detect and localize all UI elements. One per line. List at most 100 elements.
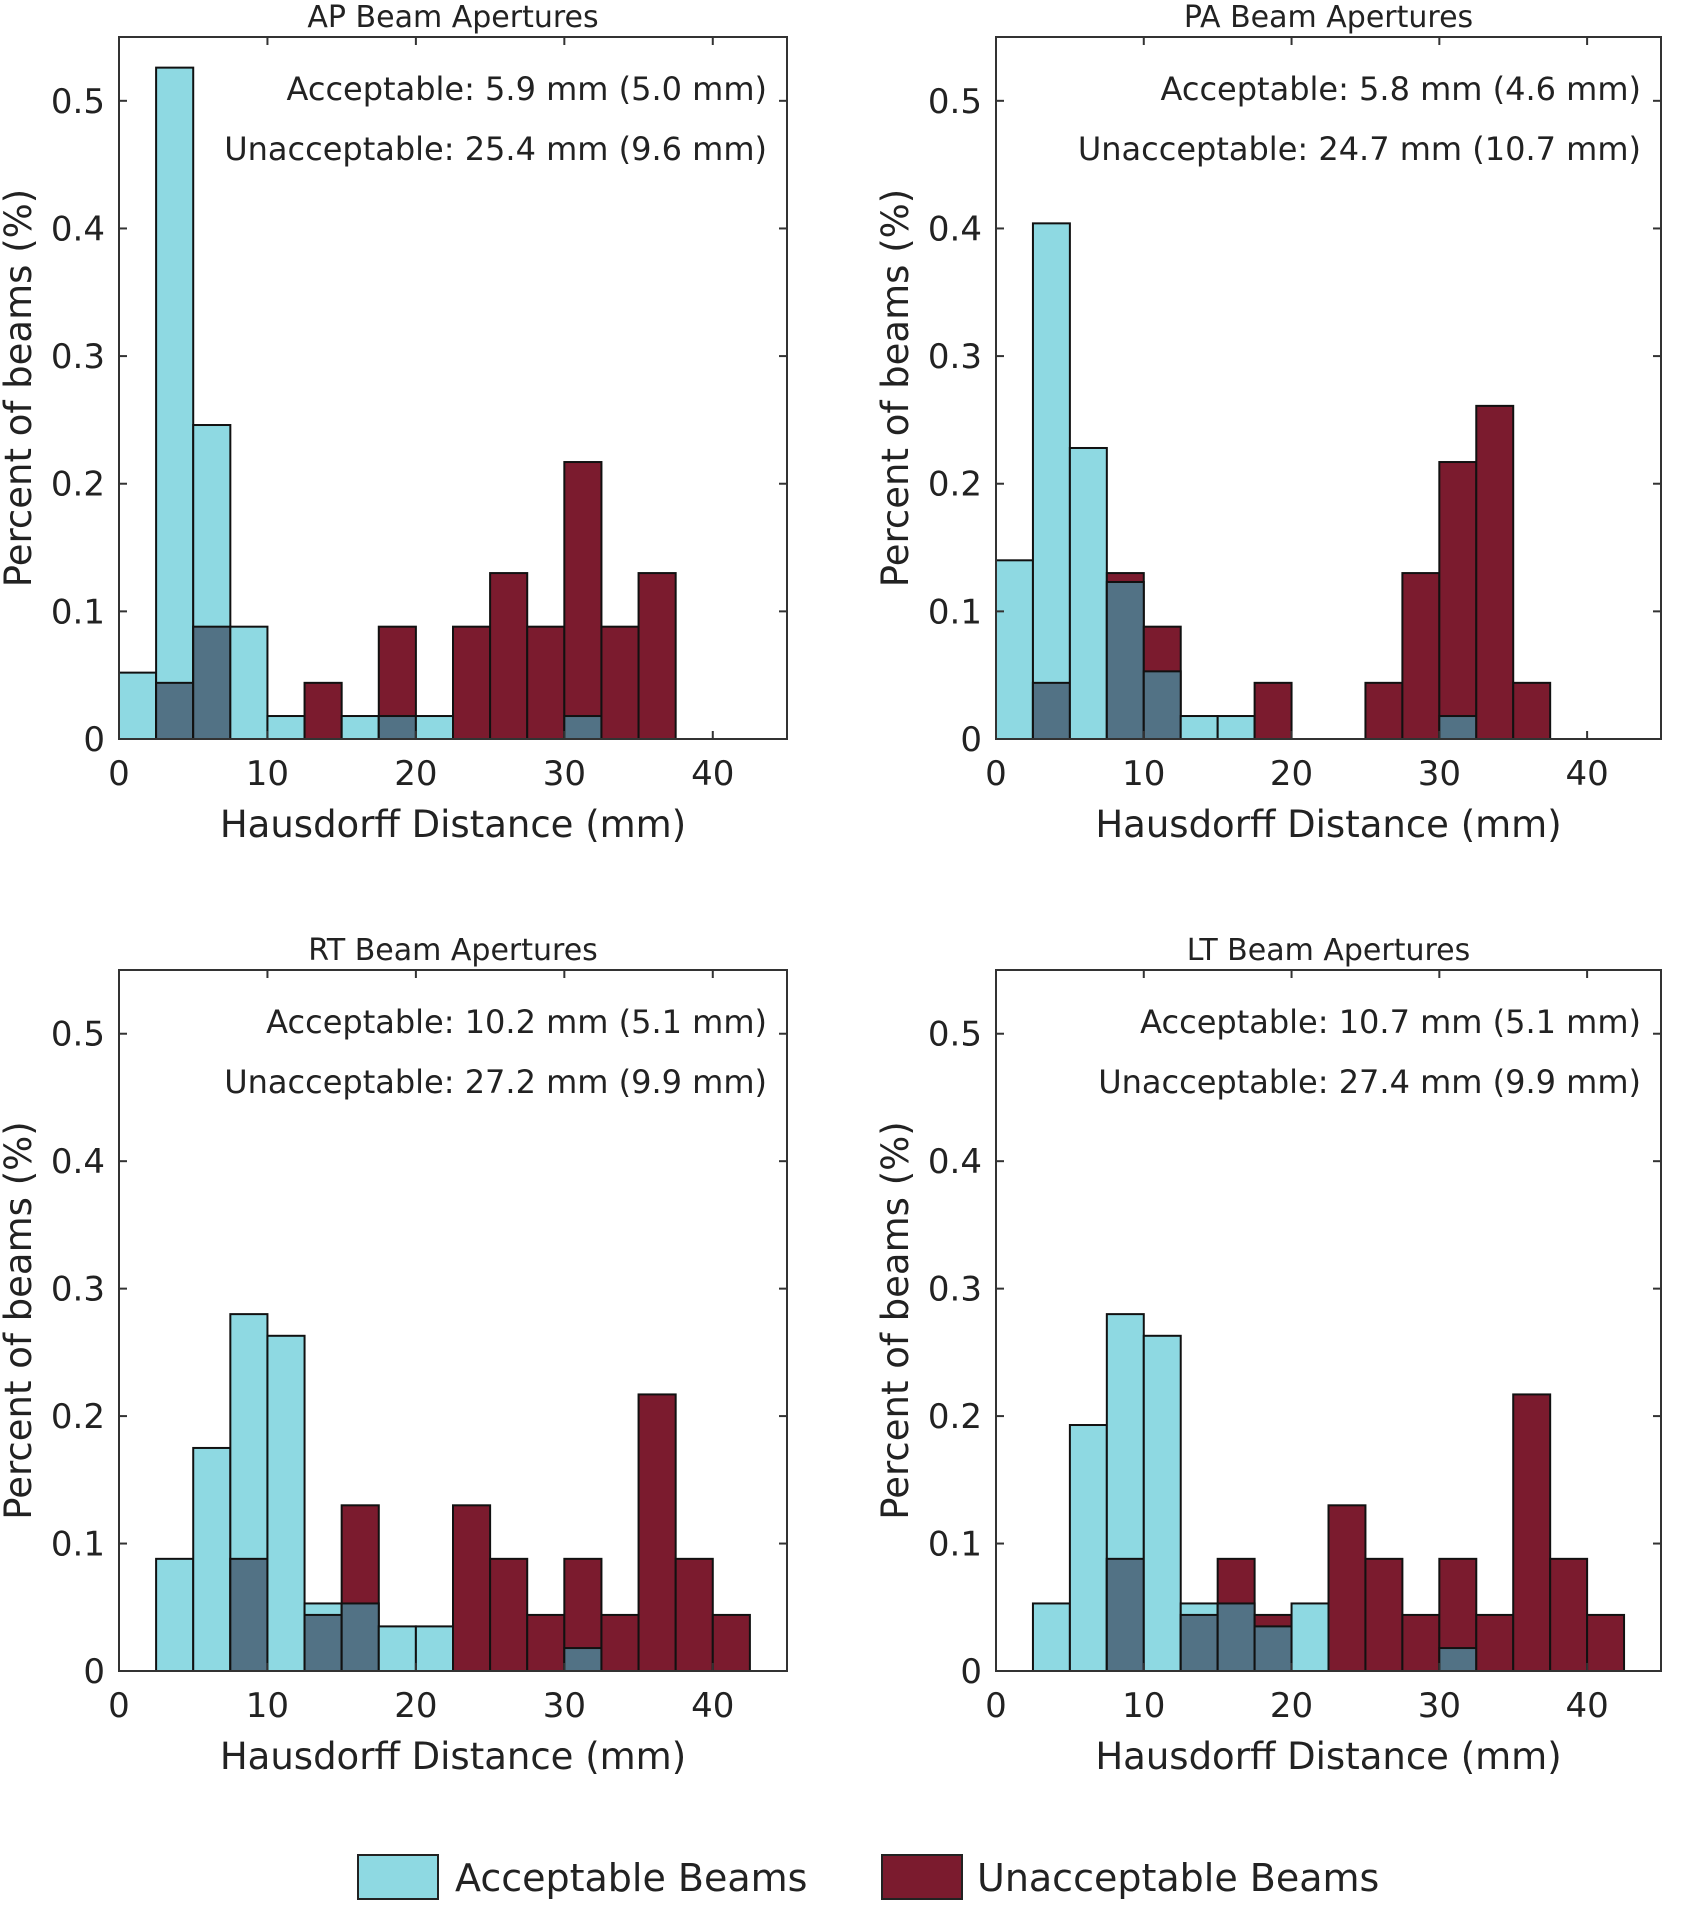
bar-unacceptable	[526, 625, 566, 740]
x-tick-label: 0	[108, 1686, 130, 1726]
bar-unacceptable	[674, 1557, 714, 1672]
bar-overlap	[1253, 1625, 1293, 1672]
stats-annotation: Acceptable: 5.9 mm (5.0 mm)	[287, 70, 767, 108]
y-tick-label: 0.2	[928, 1397, 982, 1437]
bar-unacceptable	[1401, 1613, 1441, 1673]
y-tick-label: 0.1	[928, 592, 982, 632]
x-axis-label: Hausdorff Distance (mm)	[220, 803, 686, 846]
bar-overlap	[229, 1557, 269, 1672]
bar-acceptable	[1068, 1424, 1108, 1672]
axes-box	[995, 36, 1662, 740]
y-tick-label: 0	[960, 720, 982, 760]
stats-annotation: Unacceptable: 27.4 mm (9.9 mm)	[1098, 1063, 1641, 1101]
x-tick-label: 40	[1565, 754, 1608, 794]
y-tick-label: 0.1	[928, 1525, 982, 1565]
bar-overlap	[563, 1647, 603, 1673]
y-tick-label: 0.3	[928, 1270, 982, 1310]
x-tick-label: 30	[543, 754, 586, 794]
bar-unacceptable	[711, 1613, 751, 1673]
y-axis-label: Percent of beams (%)	[0, 1121, 40, 1519]
chart-panel-rt: 0 10 20 30 40 0 0.1 0.2 0.3 0.4 0.5 RT Beam Apertur…	[0, 933, 788, 1778]
y-tick-label: 0.3	[928, 337, 982, 377]
bar-overlap	[1105, 1557, 1145, 1672]
bar-acceptable	[377, 1625, 417, 1672]
y-tick-label: 0.1	[51, 592, 105, 632]
chart-title: AP Beam Apertures	[307, 0, 598, 35]
axes-box	[995, 969, 1662, 1672]
bar-acceptable	[340, 715, 380, 740]
bar-acceptable	[995, 559, 1034, 740]
bar-acceptable	[266, 715, 306, 740]
stats-annotation: Acceptable: 5.8 mm (4.6 mm)	[1161, 70, 1641, 108]
bar-unacceptable	[1438, 461, 1478, 740]
bar-overlap	[1105, 581, 1145, 740]
bar-acceptable	[1068, 446, 1108, 740]
bar-overlap	[1216, 1602, 1256, 1673]
stats-annotation: Acceptable: 10.7 mm (5.1 mm)	[1140, 1003, 1641, 1041]
bar-overlap	[563, 715, 603, 740]
legend-label-acceptable: Acceptable Beams	[455, 1856, 807, 1900]
chart-title: LT Beam Apertures	[1187, 933, 1471, 968]
y-tick-label: 0.1	[51, 1525, 105, 1565]
x-axis-label: Hausdorff Distance (mm)	[1095, 1735, 1561, 1778]
chart-panel-ap: 0 10 20 30 40 0 0.1 0.2 0.3 0.4 0.5 AP Beam Apertur…	[0, 0, 788, 846]
bar-unacceptable	[563, 461, 603, 740]
x-axis-label: Hausdorff Distance (mm)	[1095, 803, 1561, 846]
y-tick-label: 0	[83, 720, 105, 760]
bar-unacceptable	[489, 1557, 529, 1672]
bar-overlap	[1179, 1613, 1219, 1673]
x-tick-label: 20	[1270, 1686, 1313, 1726]
bar-unacceptable	[1475, 1613, 1515, 1673]
bar-unacceptable	[637, 1393, 677, 1672]
x-tick-label: 20	[394, 754, 437, 794]
stats-annotation: Unacceptable: 27.2 mm (9.9 mm)	[224, 1063, 767, 1101]
x-tick-label: 40	[691, 1686, 734, 1726]
bar-acceptable	[266, 1334, 306, 1672]
y-tick-label: 0.4	[51, 1142, 105, 1182]
bar-unacceptable	[452, 625, 492, 740]
bar-acceptable	[1031, 1602, 1071, 1673]
stats-annotation: Acceptable: 10.2 mm (5.1 mm)	[266, 1003, 767, 1041]
bar-acceptable	[1216, 715, 1256, 740]
axes-box	[118, 36, 788, 740]
bar-overlap	[1142, 670, 1182, 740]
y-tick-label: 0	[960, 1652, 982, 1692]
bar-acceptable	[1179, 715, 1219, 740]
x-tick-label: 10	[1122, 754, 1165, 794]
y-tick-label: 0.3	[51, 337, 105, 377]
bar-acceptable	[1290, 1602, 1330, 1673]
bar-acceptable	[1031, 222, 1071, 740]
bar-acceptable	[155, 66, 195, 740]
bar-unacceptable	[1586, 1613, 1626, 1673]
bar-overlap	[377, 715, 417, 740]
bar-acceptable	[414, 1625, 454, 1672]
legend-swatch-acceptable	[357, 1854, 439, 1900]
bar-unacceptable	[1364, 1557, 1404, 1672]
x-tick-label: 10	[246, 1686, 289, 1726]
bar-overlap	[303, 1613, 343, 1673]
x-tick-label: 10	[1122, 1686, 1165, 1726]
bar-unacceptable	[303, 681, 343, 741]
chart-panel-pa: 0 10 20 30 40 0 0.1 0.2 0.3 0.4 0.5 PA Beam Apertur…	[874, 0, 1662, 846]
y-axis-label: Percent of beams (%)	[0, 189, 40, 587]
bar-unacceptable	[526, 1613, 566, 1673]
bar-unacceptable	[1512, 1393, 1552, 1672]
y-axis-label: Percent of beams (%)	[874, 1121, 917, 1519]
y-tick-label: 0.5	[928, 1015, 982, 1055]
y-tick-label: 0.5	[51, 1015, 105, 1055]
bar-unacceptable	[1327, 1504, 1367, 1672]
bar-unacceptable	[1549, 1557, 1589, 1672]
stats-annotation: Unacceptable: 25.4 mm (9.6 mm)	[224, 130, 767, 168]
bar-unacceptable	[452, 1504, 492, 1672]
bar-acceptable	[229, 625, 269, 740]
y-tick-label: 0.4	[51, 209, 105, 249]
bar-acceptable	[118, 671, 158, 740]
bar-acceptable	[155, 1557, 195, 1672]
bar-unacceptable	[1512, 681, 1552, 741]
bar-unacceptable	[600, 1613, 640, 1673]
chart-title: RT Beam Apertures	[308, 933, 598, 968]
bar-acceptable	[192, 1446, 232, 1673]
y-tick-label: 0.2	[51, 1397, 105, 1437]
x-tick-label: 40	[691, 754, 734, 794]
